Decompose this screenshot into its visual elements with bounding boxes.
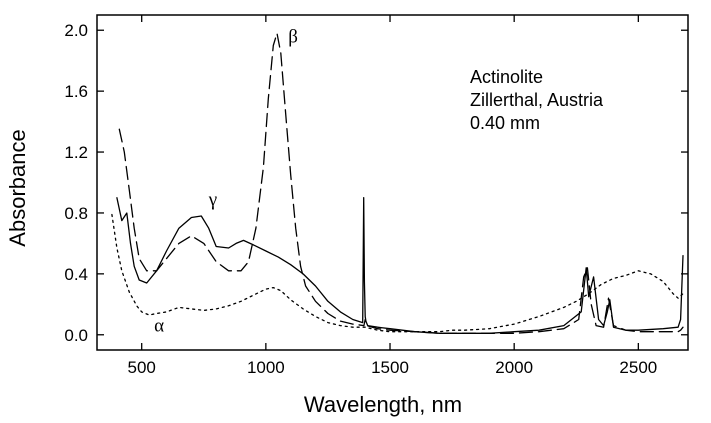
annotation-thickness: 0.40 mm (470, 113, 540, 133)
x-axis-title: Wavelength, nm (304, 392, 462, 417)
series-line-beta (118, 32, 684, 334)
y-tick-label: 1.2 (64, 143, 88, 162)
x-tick-label: 2000 (495, 358, 533, 377)
series-label-gamma: γ (208, 189, 217, 210)
annotation-mineral: Actinolite (470, 67, 543, 87)
y-tick-label: 0.8 (64, 204, 88, 223)
x-tick-label: 500 (128, 358, 156, 377)
y-axis-title: Absorbance (5, 129, 30, 246)
labels: Wavelength, nm Absorbance Actinolite Zil… (5, 67, 604, 417)
y-tick-label: 1.6 (64, 82, 88, 101)
series-lines: α β γ (111, 26, 684, 337)
y-tick-label: 0.4 (64, 265, 88, 284)
axes (96, 14, 689, 351)
series-label-alpha: α (154, 316, 164, 337)
series-line-alpha (111, 213, 684, 333)
x-tick-label: 2500 (619, 358, 657, 377)
series-label-beta: β (288, 26, 298, 47)
annotation-locality: Zillerthal, Austria (470, 90, 604, 110)
ticks: 500 1000 1500 2000 2500 0.0 0.4 0.8 1.2 1.6 2.0 (64, 15, 688, 377)
plot-frame (96, 14, 689, 351)
x-tick-label: 1500 (371, 358, 409, 377)
y-tick-label: 2.0 (64, 21, 88, 40)
series-line-gamma (116, 197, 684, 334)
y-tick-label: 0.0 (64, 326, 88, 345)
x-tick-label: 1000 (247, 358, 285, 377)
